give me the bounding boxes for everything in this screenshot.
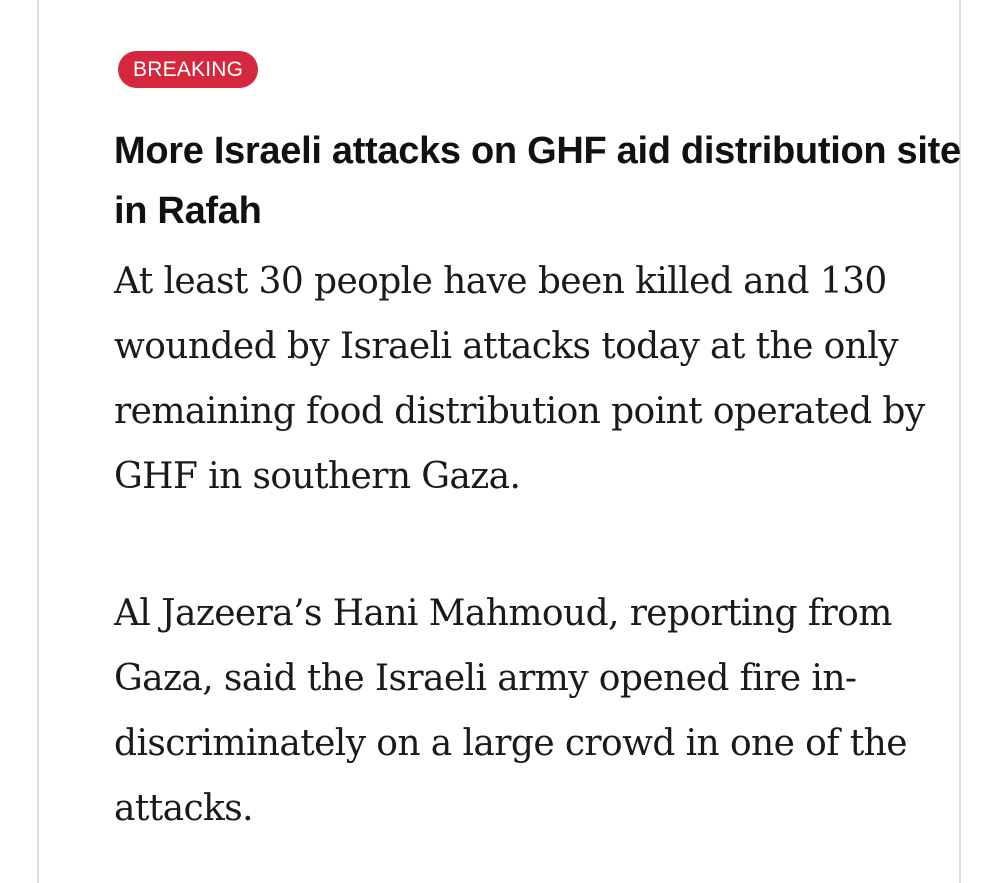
article-frame: BREAKING More Israeli attacks on GHF aid…	[37, 0, 961, 883]
update-headline: More Israeli attacks on GHF aid distribu…	[114, 130, 961, 232]
breaking-badge: BREAKING	[118, 51, 259, 88]
update-paragraph: At least 30 people have been killed and …	[114, 261, 925, 497]
update-paragraph: Al Jazeera’s Hani Mahmoud, reporting fro…	[114, 593, 908, 829]
